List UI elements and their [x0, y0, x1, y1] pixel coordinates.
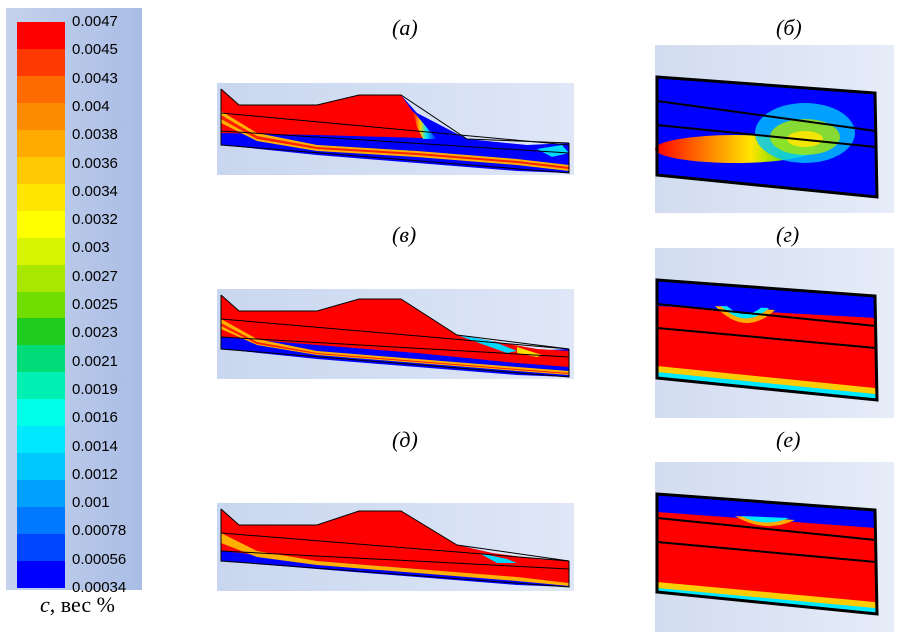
legend-tick-label: 0.0014: [72, 437, 118, 455]
legend-swatch: [17, 237, 65, 266]
legend-swatch: [17, 345, 65, 373]
legend-swatch: [17, 156, 65, 185]
legend-swatch: [17, 264, 65, 292]
legend-swatch: [17, 22, 65, 50]
legend-swatch: [17, 210, 65, 239]
panel-d-section: [217, 503, 574, 591]
legend-tick-label: 0.0038: [72, 126, 118, 144]
legend-swatch: [17, 372, 65, 400]
panel-v-label: (в): [392, 222, 417, 247]
legend-tick-label: 0.0045: [72, 41, 118, 59]
panel-g-detail: [655, 248, 894, 418]
panel-v-section: [217, 289, 574, 379]
legend-tick-label: 0.0016: [72, 409, 118, 427]
panel-b-detail: [655, 45, 894, 213]
legend-tick-label: 0.0012: [72, 465, 118, 483]
legend-tick-label: 0.00078: [72, 522, 127, 540]
panel-e-label: (е): [776, 427, 801, 452]
legend-tick-label: 0.0036: [72, 154, 118, 172]
legend-tick-label: 0.004: [72, 97, 110, 115]
legend-swatch: [17, 426, 65, 454]
legend-tick-label: 0.0025: [72, 296, 118, 313]
legend-swatch: [17, 291, 65, 319]
legend-tick-label: 0.0023: [72, 324, 118, 342]
legend-swatch: [17, 399, 65, 427]
panel-d-label: (д): [392, 427, 418, 452]
legend-swatch: [17, 318, 65, 346]
legend-caption-variable: c: [40, 592, 50, 617]
legend-swatch: [17, 507, 65, 535]
legend-tick-label: 0.001: [72, 494, 110, 512]
legend-swatch: [17, 48, 65, 77]
legend-tick-label: 0.0021: [72, 352, 118, 370]
legend-tick-label: 0.0034: [72, 182, 118, 200]
legend-swatch: [17, 480, 65, 508]
panel-b-label: (б): [776, 15, 802, 40]
legend-caption: c, вес %: [40, 592, 115, 618]
legend-swatch: [17, 183, 65, 212]
panel-a-section: [217, 83, 574, 175]
legend-swatch: [17, 453, 65, 481]
legend-tick-label: 0.00034: [72, 579, 127, 596]
legend-tick-label: 0.0027: [72, 267, 118, 285]
legend-swatch: [17, 102, 65, 131]
legend-color-bar: [17, 22, 65, 589]
legend-tick-label: 0.0047: [72, 13, 118, 30]
legend-swatch: [17, 75, 65, 104]
legend-swatch: [17, 561, 65, 589]
panel-g-label: (г): [776, 222, 800, 247]
legend-tick-label: 0.00056: [72, 550, 127, 568]
panel-e-detail: [655, 462, 894, 632]
legend-tick-label: 0.0019: [72, 380, 118, 398]
panel-a-label: (а): [392, 15, 418, 40]
legend-tick-label: 0.0043: [72, 69, 118, 87]
legend-swatch: [17, 534, 65, 562]
legend-swatch: [17, 129, 65, 158]
color-legend: 0.0047 0.0045 0.0043 0.004 0.0038 0.0036 0.003…: [6, 8, 142, 596]
legend-tick-label: 0.003: [72, 239, 110, 257]
legend-tick-label: 0.0032: [72, 211, 118, 229]
legend-caption-units: , вес %: [49, 592, 115, 617]
